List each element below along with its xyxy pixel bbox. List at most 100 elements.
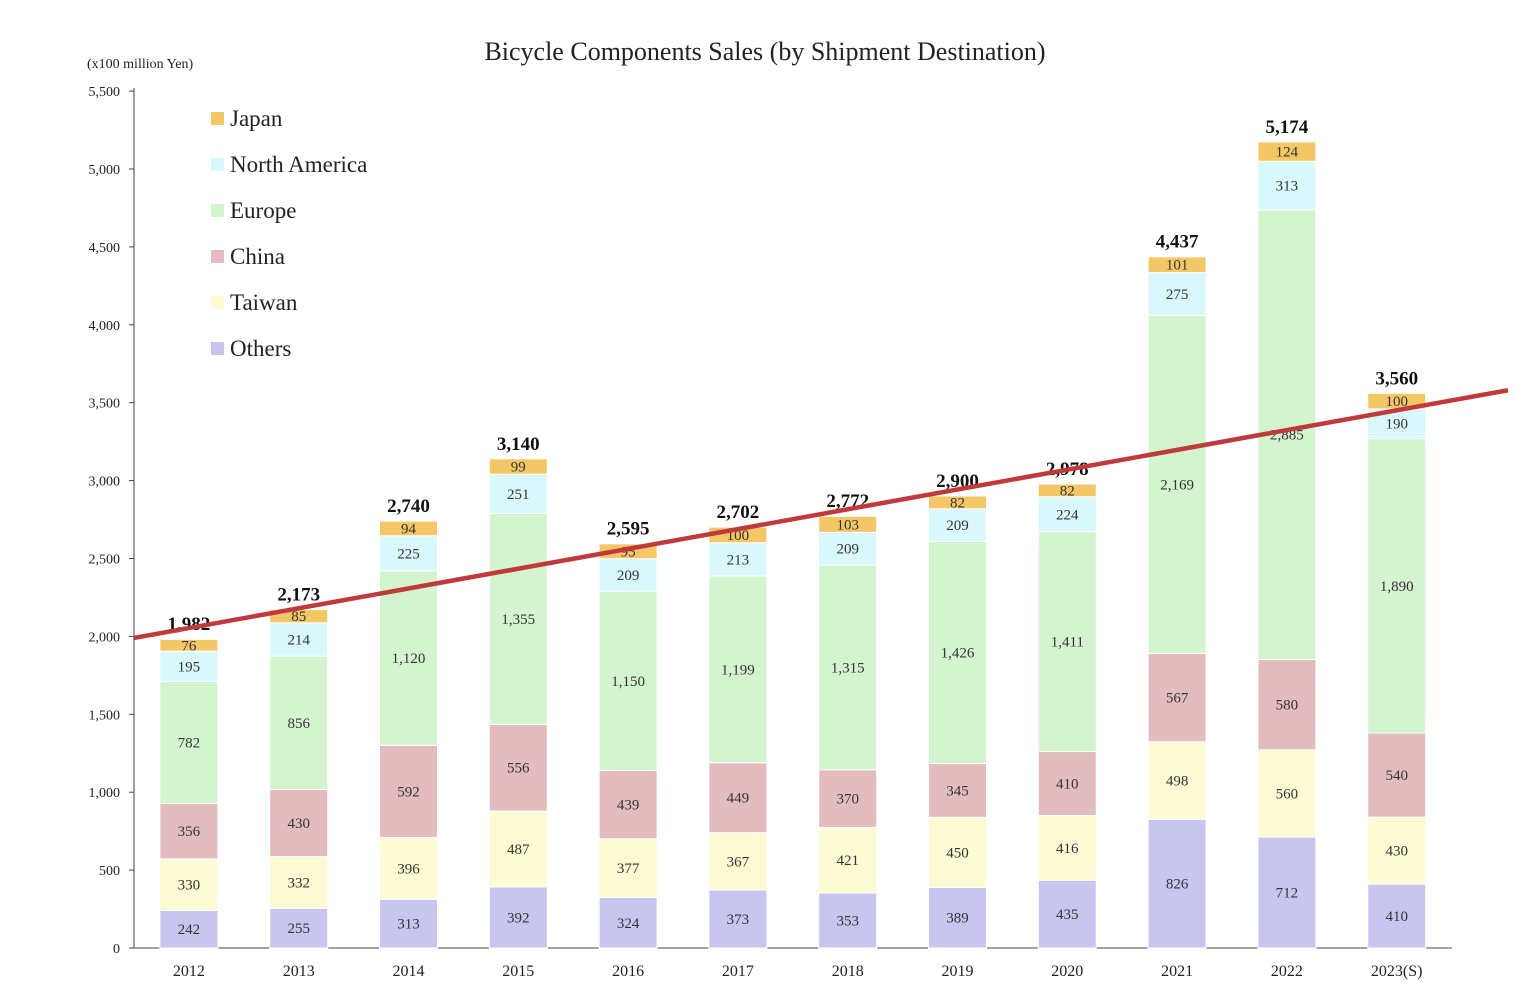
- y-axis-ticks: 0 500 1,000 1,500 2,000 2,500 3,000 3,500 4,000 4…: [89, 85, 134, 957]
- segment-value-label: 313: [397, 917, 420, 933]
- bar-segment-others: [708, 889, 768, 949]
- y-tick-label: 1,500: [89, 708, 121, 723]
- bar-segment-china: [1367, 732, 1427, 818]
- segment-value-label: 540: [1385, 768, 1408, 784]
- total-value-label: 5,174: [1266, 117, 1309, 138]
- x-tick-label: 2014: [393, 963, 425, 980]
- bar-segment-taiwan: [1367, 816, 1427, 885]
- legend-swatch: [211, 112, 224, 125]
- x-tick-label: 2020: [1051, 963, 1083, 980]
- legend-label: China: [230, 244, 285, 269]
- y-tick-label: 500: [99, 864, 120, 879]
- segment-value-label: 430: [1385, 844, 1408, 860]
- bar-segment-others: [488, 886, 548, 949]
- y-tick-label: 2,500: [89, 553, 121, 568]
- segment-value-label: 103: [836, 517, 859, 533]
- segment-value-label: 1,315: [831, 660, 865, 676]
- bar-segment-europe: [928, 540, 987, 765]
- bar-segment-taiwan: [818, 826, 878, 894]
- bar-segment-others: [1037, 879, 1097, 949]
- segment-value-label: 410: [1385, 909, 1408, 925]
- y-tick-label: 1,000: [89, 786, 121, 801]
- bar-segment-taiwan: [1147, 741, 1207, 820]
- bar-segment-north-america: [928, 508, 987, 542]
- bar-segment-europe: [598, 590, 658, 771]
- segment-value-label: 332: [287, 875, 310, 891]
- x-tick-label: 2017: [722, 963, 754, 980]
- bar-segment-north-america: [379, 535, 438, 572]
- segment-value-label: 1,150: [611, 674, 645, 690]
- legend-label: North America: [230, 152, 367, 177]
- legend-swatch: [211, 250, 224, 263]
- total-value-label: 2,702: [717, 502, 760, 523]
- y-tick-label: 5,000: [89, 163, 121, 178]
- bar-segment-north-america: [708, 542, 768, 577]
- segment-value-label: 1,355: [501, 612, 535, 628]
- bar-segment-china: [488, 723, 548, 812]
- segment-value-label: 242: [178, 922, 201, 938]
- bar-segment-europe: [1037, 531, 1097, 753]
- segment-value-label: 377: [617, 861, 640, 877]
- segment-value-label: 345: [946, 783, 969, 799]
- segment-value-label: 353: [836, 914, 859, 930]
- segment-value-label: 209: [617, 568, 640, 584]
- y-tick-label: 3,500: [89, 397, 121, 412]
- segment-value-label: 209: [836, 542, 859, 558]
- x-tick-label: 2023(S): [1371, 963, 1423, 980]
- x-tick-label: 2019: [942, 963, 974, 980]
- x-tick-label: 2016: [612, 963, 644, 980]
- segment-value-label: 580: [1276, 698, 1299, 714]
- segment-value-label: 1,120: [392, 651, 426, 667]
- total-value-label: 2,740: [387, 496, 430, 517]
- y-tick-label: 4,000: [89, 319, 121, 334]
- bar-segment-europe: [1367, 438, 1427, 734]
- segment-value-label: 313: [1276, 179, 1299, 195]
- bar-segment-north-america: [818, 531, 878, 566]
- total-labels: 1,9822,1732,7403,1402,5952,7022,7722,900…: [168, 117, 1419, 635]
- total-value-label: 2,595: [607, 519, 650, 540]
- bar-segment-china: [598, 769, 658, 840]
- total-value-label: 4,437: [1156, 232, 1199, 253]
- x-tick-label: 2012: [173, 963, 205, 980]
- bar-segment-taiwan: [928, 816, 987, 888]
- x-tick-label: 2021: [1161, 963, 1193, 980]
- bar-segment-north-america: [1257, 160, 1317, 211]
- segment-value-label: 195: [178, 659, 201, 675]
- segment-value-label: 214: [287, 633, 310, 649]
- segment-value-label: 567: [1166, 691, 1189, 707]
- bar-segment-north-america: [1147, 272, 1207, 316]
- y-tick-label: 4,500: [89, 241, 121, 256]
- segment-value-label: 100: [1385, 394, 1408, 410]
- bar-segment-others: [928, 886, 987, 949]
- bar-segment-japan: [379, 520, 438, 537]
- segment-value-label: 275: [1166, 287, 1189, 303]
- total-value-label: 3,560: [1375, 368, 1418, 389]
- bar-segment-china: [159, 802, 219, 860]
- total-value-label: 3,140: [497, 434, 540, 455]
- segment-value-label: 498: [1166, 774, 1189, 790]
- bar-segment-others: [1147, 818, 1207, 949]
- segment-value-label: 392: [507, 910, 530, 926]
- segment-value-label: 76: [181, 638, 197, 654]
- segment-value-label: 410: [1056, 776, 1079, 792]
- segment-value-label: 826: [1166, 877, 1189, 893]
- bar-segment-china: [928, 763, 987, 818]
- y-tick-label: 3,000: [89, 475, 121, 490]
- legend-label: Taiwan: [230, 290, 298, 315]
- bar-segment-japan: [1257, 141, 1317, 162]
- legend: Japan North America Europe China Taiwan Other…: [211, 106, 367, 361]
- segment-value-label: 2,169: [1160, 477, 1194, 493]
- segment-value-label: 370: [836, 792, 859, 808]
- segment-value-label: 82: [1060, 483, 1075, 499]
- bar-segment-taiwan: [1037, 814, 1097, 881]
- segment-value-label: 556: [507, 761, 530, 777]
- segment-value-label: 373: [727, 912, 750, 928]
- legend-label: Japan: [230, 106, 283, 131]
- total-value-label: 2,173: [277, 584, 320, 605]
- unit-label: (x100 million Yen): [87, 57, 194, 72]
- segment-value-label: 101: [1166, 258, 1189, 274]
- bar-stacks: [159, 141, 1427, 949]
- trend-line: [133, 388, 1509, 641]
- bar-segment-others: [379, 898, 438, 949]
- segment-value-label: 856: [287, 716, 310, 732]
